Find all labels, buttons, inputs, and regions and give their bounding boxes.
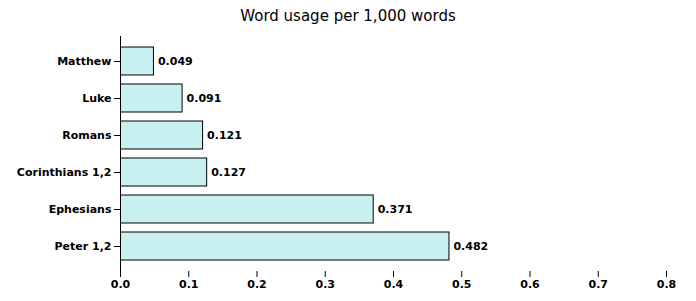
svg-text:Ephesians: Ephesians <box>49 203 112 216</box>
svg-text:Matthew: Matthew <box>57 55 111 68</box>
html-text:Word usage per 1,000 words: Word usage per 1,000 words <box>240 7 456 25</box>
svg-text:0.5: 0.5 <box>452 278 472 291</box>
svg-text:Peter 1,2: Peter 1,2 <box>55 240 112 253</box>
svg-text:0.049: 0.049 <box>158 55 193 68</box>
svg-text:Corinthians 1,2: Corinthians 1,2 <box>17 166 112 179</box>
svg-text:0.2: 0.2 <box>247 278 267 291</box>
svg-text:0.482: 0.482 <box>453 240 488 253</box>
svg-text:0.0: 0.0 <box>111 278 131 291</box>
svg-text:Romans: Romans <box>62 129 112 142</box>
svg-text:0.371: 0.371 <box>378 203 413 216</box>
svg-text:0.8: 0.8 <box>657 278 677 291</box>
svg-text:0.121: 0.121 <box>207 129 242 142</box>
svg-text:0.4: 0.4 <box>384 278 404 291</box>
svg-text:0.127: 0.127 <box>211 166 246 179</box>
svg-text:0.091: 0.091 <box>187 92 222 105</box>
svg-text:0.7: 0.7 <box>589 278 609 291</box>
svg-text:0.6: 0.6 <box>520 278 540 291</box>
svg-text:0.1: 0.1 <box>179 278 199 291</box>
svg-text:Luke: Luke <box>82 92 111 105</box>
svg-text:0.3: 0.3 <box>316 278 336 291</box>
